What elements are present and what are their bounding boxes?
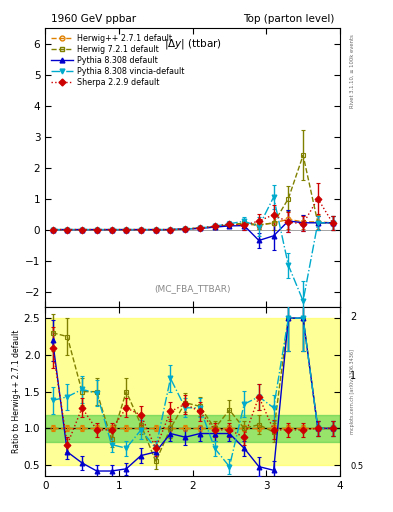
Bar [45,415,340,442]
Text: 1: 1 [350,371,356,381]
Legend: Herwig++ 2.7.1 default, Herwig 7.2.1 default, Pythia 8.308 default, Pythia 8.308: Herwig++ 2.7.1 default, Herwig 7.2.1 def… [49,32,185,89]
Y-axis label: Ratio to Herwig++ 2.7.1 default: Ratio to Herwig++ 2.7.1 default [12,330,21,453]
Bar [45,318,340,465]
Text: 0.5: 0.5 [350,462,364,471]
Text: (MC_FBA_TTBAR): (MC_FBA_TTBAR) [154,284,231,293]
Text: mcplots.cern.ch [arXiv:1306.3436]: mcplots.cern.ch [arXiv:1306.3436] [350,349,355,434]
Text: 1960 GeV ppbar: 1960 GeV ppbar [51,14,136,24]
Text: Top (parton level): Top (parton level) [242,14,334,24]
Text: 2: 2 [350,312,356,322]
Text: $|\Delta y|$ (ttbar): $|\Delta y|$ (ttbar) [163,36,222,51]
Text: Rivet 3.1.10, ≥ 100k events: Rivet 3.1.10, ≥ 100k events [350,34,355,108]
